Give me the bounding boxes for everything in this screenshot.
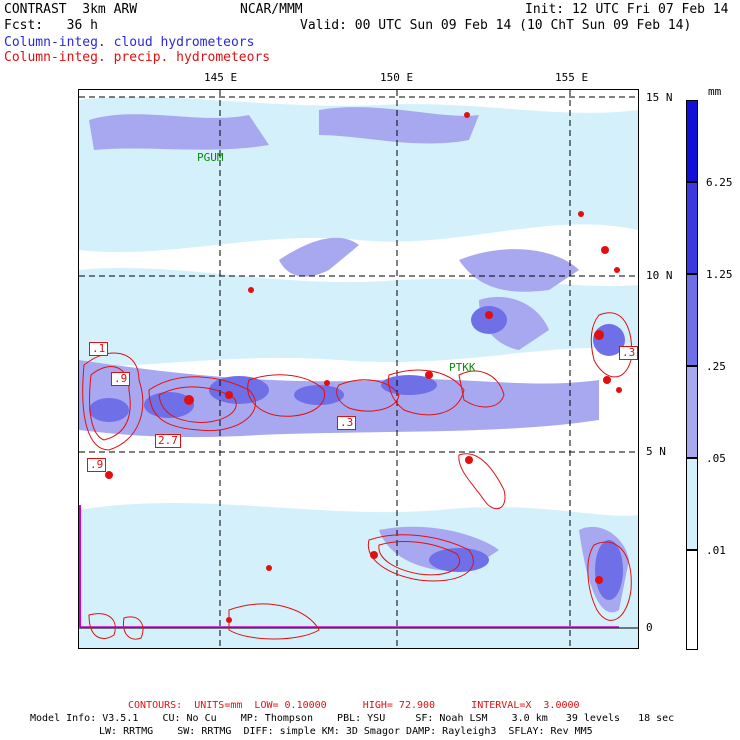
contour-label: .9 [87, 458, 107, 472]
lat-label-15n: 15 N [646, 91, 673, 104]
colorbar-segment-2 [686, 182, 698, 274]
colorbar-unit: mm [708, 85, 722, 98]
header-forecast-hour: Fcst: 36 h [4, 18, 98, 33]
contour-label: 2.7 [155, 434, 181, 448]
header-init-time: Init: 12 UTC Fri 07 Feb 14 [525, 2, 729, 17]
contour-label: .3 [337, 416, 357, 430]
lat-label-0: 0 [646, 621, 653, 634]
field-label-cloud: Column-integ. cloud hydrometeors [4, 35, 255, 50]
footer-model-info-2: LW: RRTMG SW: RRTMG DIFF: simple KM: 3D … [99, 726, 593, 737]
colorbar-segment-5 [686, 458, 698, 550]
precip-cores [105, 112, 622, 623]
colorbar-level-label: .25 [706, 360, 726, 373]
contour-label: .3 [619, 346, 638, 360]
lon-label-150: 150 E [380, 71, 414, 84]
colorbar-segment-4 [686, 366, 698, 458]
lon-label-155: 155 E [555, 71, 589, 84]
lon-label-145: 145 E [204, 71, 238, 84]
colorbar-segment-3 [686, 274, 698, 366]
footer-contour-info: CONTOURS: UNITS=mm LOW= 0.10000 HIGH= 72… [128, 700, 580, 711]
lat-label-10n: 10 N [646, 269, 673, 282]
lat-label-5n: 5 N [646, 445, 666, 458]
colorbar-level-label: .05 [706, 452, 726, 465]
header-valid-time: Valid: 00 UTC Sun 09 Feb 14 (10 ChT Sun … [300, 18, 692, 33]
header-center-name: NCAR/MMM [240, 2, 303, 17]
header-model-title: CONTRAST 3km ARW [4, 2, 138, 17]
station-pgum: PGUM [197, 151, 224, 164]
colorbar-level-label: 1.25 [706, 268, 733, 281]
contour-label: .9 [111, 372, 131, 386]
colorbar-segment-1 [686, 100, 698, 182]
contour-label: .1 [89, 342, 109, 356]
map-panel: PGUM PTKK .1 .9 2.7 .9 .3 .3 [78, 89, 639, 649]
station-ptkk: PTKK [449, 361, 476, 374]
colorbar-level-label: .01 [706, 544, 726, 557]
map-field-svg [79, 90, 638, 648]
precip-contours [82, 312, 633, 640]
field-label-precip: Column-integ. precip. hydrometeors [4, 50, 271, 65]
lat-lon-grid [79, 90, 638, 648]
footer-model-info-1: Model Info: V3.5.1 CU: No Cu MP: Thompso… [30, 713, 675, 724]
colorbar-level-label: 6.25 [706, 176, 733, 189]
colorbar-segment-6 [686, 550, 698, 650]
